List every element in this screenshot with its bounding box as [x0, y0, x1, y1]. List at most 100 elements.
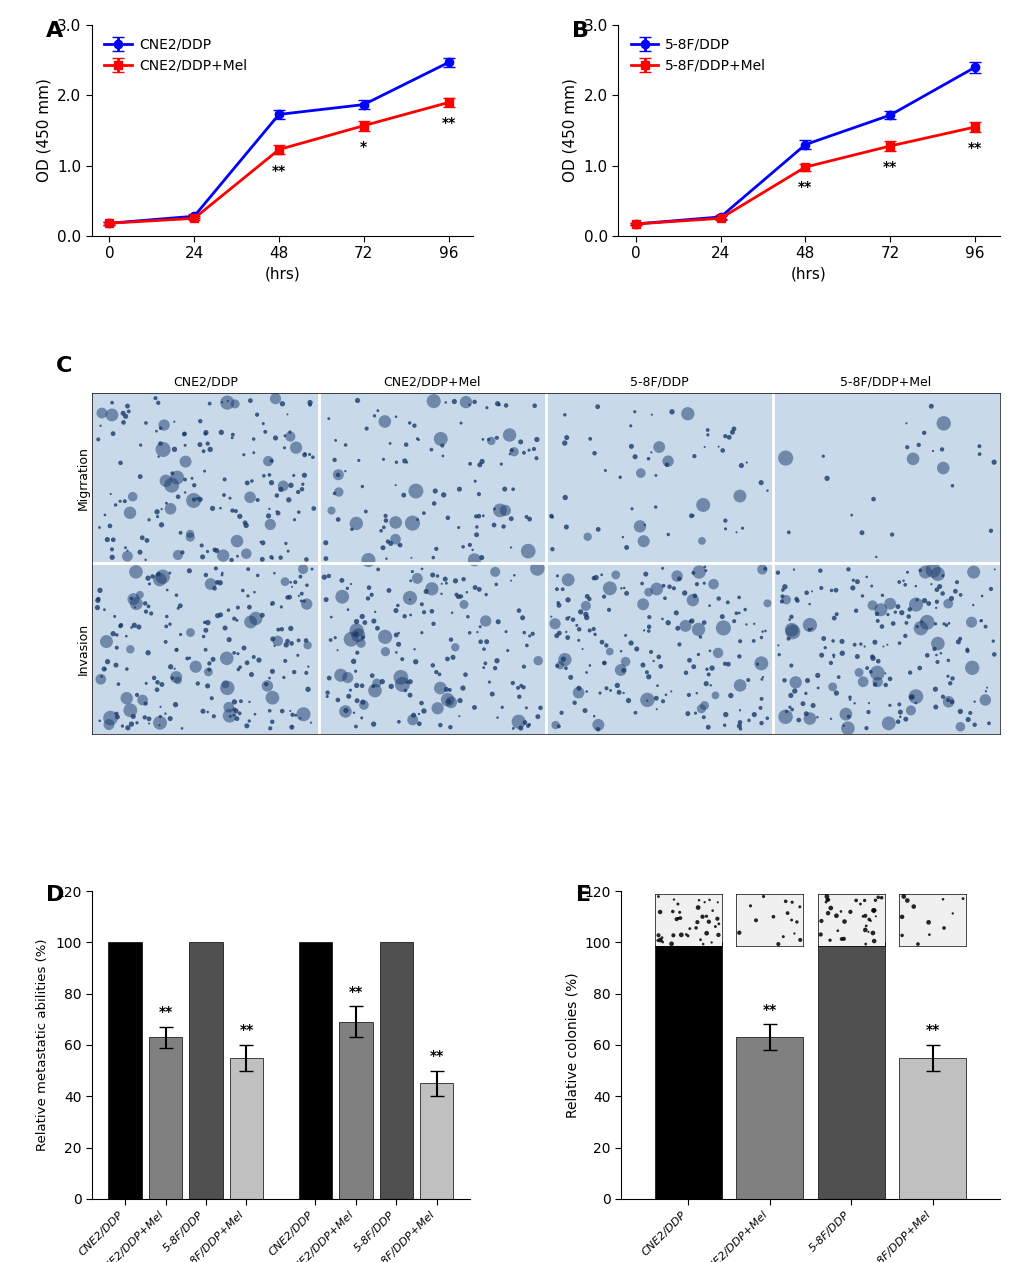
- Point: [695, 573, 711, 593]
- Point: [450, 707, 467, 727]
- Point: [504, 480, 521, 500]
- Point: [323, 607, 339, 627]
- Point: [97, 659, 113, 679]
- Point: [505, 442, 522, 462]
- Point: [825, 647, 842, 668]
- Text: CNE2/DDP: CNE2/DDP: [172, 375, 237, 389]
- Point: [908, 589, 924, 610]
- Point: [283, 634, 300, 654]
- Point: [149, 502, 165, 522]
- X-axis label: (hrs): (hrs): [264, 266, 300, 281]
- Point: [934, 413, 951, 433]
- Point: [922, 574, 938, 594]
- Point: [449, 587, 466, 607]
- Point: [428, 539, 444, 559]
- Point: [521, 626, 537, 646]
- Point: [557, 622, 574, 642]
- Point: [141, 709, 157, 729]
- Point: [685, 656, 701, 676]
- Point: [169, 467, 185, 487]
- Point: [503, 440, 520, 461]
- Point: [640, 621, 656, 641]
- Point: [137, 593, 153, 613]
- Point: [558, 608, 575, 628]
- Point: [166, 659, 182, 679]
- Point: [643, 405, 659, 425]
- Point: [345, 651, 362, 671]
- Point: [774, 926, 791, 946]
- Point: [257, 422, 273, 442]
- Point: [867, 906, 883, 926]
- Point: [198, 620, 214, 640]
- Text: **: **: [429, 1049, 443, 1063]
- Point: [685, 506, 701, 526]
- Point: [267, 389, 283, 409]
- Point: [716, 654, 733, 674]
- Point: [731, 712, 747, 732]
- Point: [149, 680, 165, 700]
- Point: [781, 610, 797, 630]
- Point: [90, 591, 106, 611]
- Point: [152, 713, 168, 733]
- Point: [854, 906, 870, 926]
- Point: [452, 413, 469, 433]
- Text: **: **: [441, 116, 455, 130]
- Point: [834, 644, 850, 664]
- Point: [912, 618, 928, 639]
- Point: [954, 888, 970, 909]
- Point: [316, 567, 332, 587]
- Point: [477, 611, 493, 631]
- Point: [550, 623, 567, 644]
- Point: [347, 717, 364, 737]
- Point: [920, 593, 936, 613]
- Point: [302, 395, 318, 415]
- Point: [220, 697, 236, 717]
- Point: [255, 414, 271, 434]
- Point: [367, 602, 383, 622]
- Point: [200, 702, 216, 722]
- Point: [297, 443, 313, 463]
- Point: [728, 522, 744, 543]
- Point: [742, 896, 758, 916]
- Point: [200, 434, 216, 454]
- Point: [274, 394, 290, 414]
- Point: [893, 602, 909, 622]
- Point: [219, 392, 235, 413]
- Point: [651, 902, 667, 923]
- Point: [416, 700, 432, 721]
- Point: [864, 649, 880, 669]
- Point: [982, 579, 999, 599]
- Text: Invasion: Invasion: [76, 622, 90, 675]
- Point: [411, 713, 427, 733]
- Point: [872, 599, 889, 620]
- Point: [776, 707, 793, 727]
- Point: [780, 628, 796, 649]
- Point: [610, 683, 627, 703]
- Point: [904, 449, 920, 469]
- Point: [554, 579, 571, 599]
- Point: [366, 611, 382, 631]
- Point: [202, 394, 218, 414]
- Point: [740, 711, 756, 731]
- Point: [864, 488, 880, 509]
- Point: [880, 695, 897, 716]
- Point: [260, 506, 276, 526]
- Point: [654, 931, 671, 952]
- Point: [119, 396, 136, 416]
- Point: [738, 453, 754, 473]
- Point: [958, 640, 974, 660]
- Point: [943, 692, 959, 712]
- Point: [653, 928, 669, 948]
- Point: [416, 504, 432, 524]
- Point: [200, 612, 216, 632]
- Point: [202, 439, 218, 459]
- Point: [264, 593, 280, 613]
- Point: [649, 675, 665, 695]
- Point: [706, 916, 722, 936]
- Point: [406, 705, 422, 726]
- Point: [903, 688, 919, 708]
- Point: [690, 562, 706, 582]
- Point: [835, 929, 851, 949]
- Point: [174, 543, 191, 563]
- Point: [121, 502, 138, 522]
